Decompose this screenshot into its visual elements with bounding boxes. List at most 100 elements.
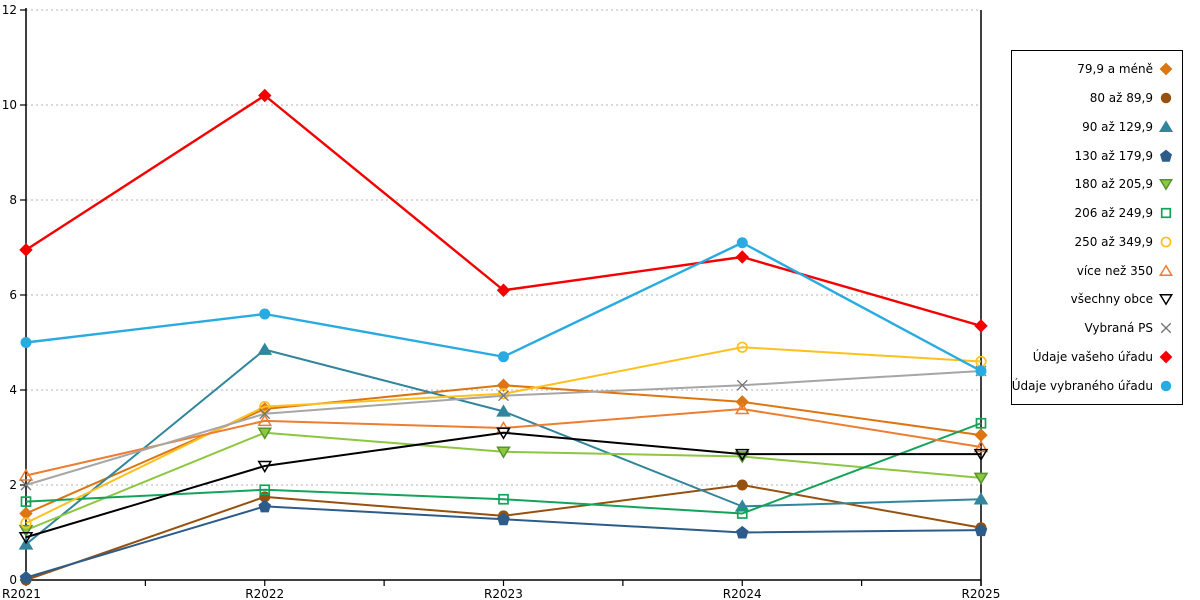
diamond-marker-icon (735, 395, 749, 409)
triangle-up-marker-icon (496, 404, 511, 417)
y-axis-label: 12 (2, 3, 17, 17)
triangle-down-marker-icon (734, 448, 750, 462)
legend-label: Vybraná PS (1084, 321, 1153, 336)
legend-item: více než 350 (1012, 263, 1182, 279)
legend-item: 80 až 89,9 (1012, 90, 1182, 106)
y-axis-label: 10 (2, 98, 17, 112)
circle-marker-icon (20, 337, 32, 348)
diamond-marker-icon (974, 428, 988, 442)
circle-marker-icon (1160, 380, 1172, 391)
legend-label: 250 až 349,9 (1074, 234, 1153, 249)
circle-marker-icon (497, 388, 510, 400)
triangle-down-marker-icon (973, 448, 989, 462)
diamond-marker-icon (496, 378, 511, 392)
legend-diamond-icon (1159, 62, 1173, 76)
x-axis-label: R2023 (484, 587, 523, 600)
legend-item: Údaje vašeho úřadu (1012, 349, 1182, 365)
series-line (25, 431, 981, 539)
diamond-marker-icon (1159, 62, 1173, 76)
triangle-down-marker-icon (1158, 179, 1174, 192)
triangle-down-marker-icon (257, 460, 273, 473)
circle-marker-icon (975, 365, 987, 377)
legend-item: 250 až 349,9 (1012, 234, 1182, 250)
y-axis-label: 6 (9, 288, 17, 302)
diamond-marker-icon (258, 88, 272, 103)
triangle-down-marker-icon (496, 446, 511, 459)
legend-triangle-down-icon (1158, 179, 1174, 192)
y-axis-label: 4 (9, 383, 17, 397)
legend-item: Údaje vybraného úřadu (1012, 378, 1182, 394)
square-marker-icon (498, 493, 509, 505)
legend-item: 130 až 179,9 (1012, 148, 1182, 164)
square-marker-icon (736, 508, 748, 519)
x-marker-icon (1160, 322, 1172, 334)
y-axis-label: 8 (9, 193, 17, 207)
triangle-down-marker-icon (18, 532, 34, 545)
diamond-marker-icon (1159, 350, 1173, 364)
series-2 (18, 342, 989, 550)
series-line (25, 422, 982, 515)
x-axis-label: R2021 (2, 587, 41, 600)
legend-diamond-icon (1159, 350, 1173, 364)
circle-marker-icon (259, 400, 271, 413)
triangle-up-marker-icon (257, 413, 273, 427)
x-axis-label: R2025 (962, 587, 1001, 600)
diamond-marker-icon (735, 250, 749, 264)
circle-marker-icon (20, 517, 32, 529)
legend-label: 130 až 179,9 (1074, 148, 1153, 163)
triangle-up-marker-icon (1158, 263, 1174, 276)
series-5 (20, 417, 987, 519)
triangle-up-marker-icon (973, 440, 989, 453)
diamond-marker-icon (496, 283, 511, 297)
legend-circle-icon (1160, 380, 1172, 391)
legend-label: Údaje vybraného úřadu (1011, 378, 1153, 393)
circle-marker-icon (1160, 92, 1172, 104)
legend-item: 206 až 249,9 (1012, 205, 1182, 221)
x-marker-icon (259, 408, 271, 420)
legend-label: Údaje vašeho úřadu (1032, 349, 1153, 364)
triangle-down-marker-icon (1158, 294, 1174, 307)
legend-pentagon-icon (1160, 149, 1172, 162)
x-marker-icon (498, 390, 509, 402)
legend-label: více než 350 (1076, 263, 1153, 278)
triangle-up-marker-icon (973, 492, 989, 505)
circle-marker-icon (498, 351, 509, 363)
pentagon-marker-icon (497, 512, 510, 526)
x-axis-label: R2022 (245, 587, 284, 600)
square-marker-icon (259, 484, 271, 496)
legend-item: 180 až 205,9 (1012, 176, 1182, 192)
square-marker-icon (1160, 207, 1172, 219)
triangle-up-marker-icon (1158, 120, 1174, 132)
legend-circle-icon (1160, 236, 1172, 248)
circle-marker-icon (259, 308, 271, 320)
series-11 (20, 237, 987, 377)
square-marker-icon (975, 417, 987, 429)
diamond-marker-icon (19, 506, 33, 521)
triangle-down-marker-icon (18, 524, 34, 538)
pentagon-marker-icon (1160, 149, 1172, 162)
pentagon-marker-icon (735, 525, 749, 539)
legend-item: všechny obce (1012, 291, 1182, 307)
legend-circle-icon (1160, 92, 1172, 104)
triangle-up-marker-icon (18, 468, 34, 481)
legend-label: 206 až 249,9 (1074, 206, 1153, 221)
circle-marker-icon (736, 341, 748, 353)
circle-marker-icon (1160, 236, 1172, 248)
circle-marker-icon (736, 479, 748, 491)
series-8 (18, 427, 989, 545)
diamond-marker-icon (19, 243, 33, 257)
y-axis-label: 2 (9, 478, 17, 492)
series-10 (19, 88, 988, 333)
legend-item: 90 až 129,9 (1012, 119, 1182, 135)
diamond-marker-icon (974, 319, 988, 333)
legend-label: 180 až 205,9 (1074, 177, 1153, 192)
legend-triangle-up-icon (1158, 120, 1174, 132)
legend-label: 80 až 89,9 (1089, 91, 1153, 106)
x-marker-icon (20, 479, 32, 491)
x-axis-label: R2024 (723, 587, 762, 600)
legend: 79,9 a méně 80 až 89,9 90 až 129,9 130 až 1… (1011, 50, 1183, 405)
legend-label: všechny obce (1070, 292, 1153, 307)
series-4 (18, 427, 989, 538)
legend-label: 90 až 129,9 (1082, 119, 1153, 134)
